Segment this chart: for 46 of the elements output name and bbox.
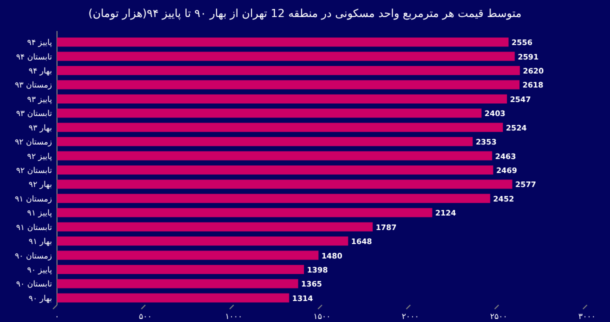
y-tick-label: بهار ۹۳ — [28, 123, 52, 132]
bar — [57, 293, 290, 302]
bar — [57, 208, 432, 218]
bar — [57, 38, 509, 47]
y-tick-label: زمستان ۹۱ — [14, 194, 52, 204]
y-tick-label: پاییز ۹۴ — [27, 38, 52, 48]
y-tick-label: بهار ۹۲ — [28, 180, 52, 190]
x-tick-label: ۱۵۰۰ — [313, 312, 331, 321]
y-tick-label: پاییز ۹۱ — [27, 208, 52, 218]
y-tick-label: تابستان ۹۳ — [16, 109, 52, 118]
bar — [57, 264, 304, 274]
bar — [57, 250, 318, 260]
chart-title: متوسط قیمت هر مترمربع واحد مسکونی در منطقه 12 تهران از بهار ۹۰ تا پاییز ۹۴(هزار تومان) — [88, 7, 522, 20]
bar — [57, 137, 473, 146]
y-tick-label: بهار ۹۴ — [28, 66, 52, 76]
y-tick-label: بهار ۹۰ — [28, 294, 52, 303]
bar — [57, 279, 298, 288]
bar — [57, 151, 492, 160]
y-tick-label: زمستان ۹۰ — [14, 251, 52, 260]
bar — [57, 66, 520, 76]
bar — [57, 122, 503, 132]
x-tick-label: ۲۵۰۰ — [490, 312, 508, 321]
y-tick-label: پاییز ۹۰ — [27, 265, 52, 274]
y-tick-label: تابستان ۹۲ — [16, 166, 52, 175]
x-tick-label: ۳۰۰۰ — [578, 312, 596, 321]
bar — [57, 165, 494, 175]
y-tick-label: زمستان ۹۳ — [14, 80, 52, 90]
bar — [57, 180, 512, 189]
y-tick-label: بهار ۹۱ — [28, 237, 52, 246]
x-tick-label: ۲۰۰۰ — [402, 312, 419, 321]
y-tick-label: تابستان ۹۱ — [16, 222, 52, 232]
y-tick-label: پاییز ۹۲ — [27, 152, 52, 161]
y-tick-label: پاییز ۹۳ — [27, 94, 52, 104]
bar — [57, 108, 482, 118]
bar — [57, 236, 348, 246]
x-tick-label: ۱۰۰۰ — [225, 312, 242, 321]
bar — [57, 80, 520, 90]
bar — [57, 94, 507, 104]
y-tick-label: تابستان ۹۰ — [16, 280, 52, 289]
x-tick-label: ۵۰۰ — [138, 312, 152, 321]
y-tick-label: زمستان ۹۲ — [14, 138, 52, 147]
x-tick-label: ۰ — [54, 312, 60, 321]
bar — [57, 194, 490, 203]
y-tick-label: تابستان ۹۴ — [16, 52, 52, 62]
bar — [57, 222, 373, 232]
bar — [57, 52, 515, 61]
